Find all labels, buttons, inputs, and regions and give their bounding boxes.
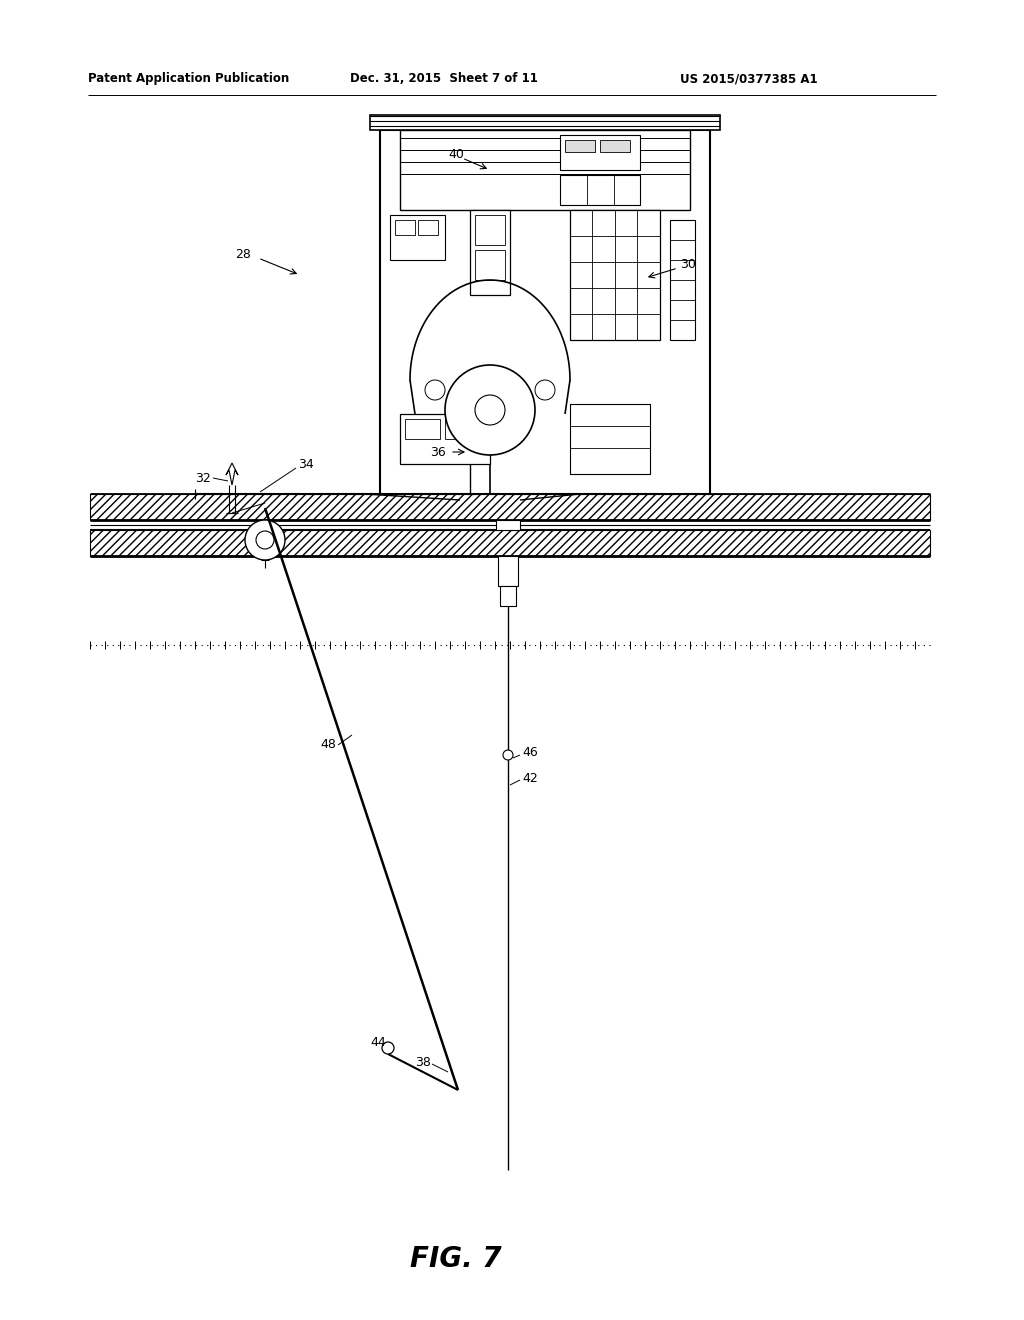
Bar: [390, 215, 445, 260]
Text: FIG. 7: FIG. 7: [410, 1245, 502, 1272]
Text: 32: 32: [195, 471, 211, 484]
Text: 34: 34: [298, 458, 313, 471]
Text: 36: 36: [430, 446, 445, 458]
Bar: [565, 140, 595, 152]
Text: 30: 30: [680, 259, 696, 272]
Bar: [670, 220, 695, 341]
Circle shape: [256, 531, 274, 549]
Bar: [90, 494, 930, 520]
Circle shape: [503, 750, 513, 760]
Bar: [395, 220, 415, 235]
Bar: [570, 210, 660, 341]
Bar: [418, 220, 438, 235]
Bar: [570, 404, 650, 474]
Bar: [370, 115, 720, 129]
Circle shape: [445, 366, 535, 455]
Bar: [470, 210, 510, 294]
Bar: [475, 249, 505, 280]
Circle shape: [382, 1041, 394, 1053]
Text: 48: 48: [319, 738, 336, 751]
Text: 28: 28: [234, 248, 251, 261]
Circle shape: [245, 520, 285, 560]
Bar: [600, 140, 630, 152]
Bar: [475, 215, 505, 246]
Bar: [400, 414, 490, 465]
Text: Patent Application Publication: Patent Application Publication: [88, 73, 289, 84]
Circle shape: [535, 380, 555, 400]
Text: 38: 38: [415, 1056, 431, 1068]
Text: US 2015/0377385 A1: US 2015/0377385 A1: [680, 73, 817, 84]
Bar: [500, 586, 516, 606]
Bar: [498, 556, 518, 586]
Text: 46: 46: [522, 746, 538, 759]
Bar: [560, 176, 640, 205]
Circle shape: [475, 395, 505, 425]
Circle shape: [425, 380, 445, 400]
Bar: [496, 520, 520, 531]
Text: 44: 44: [370, 1035, 386, 1048]
Bar: [560, 135, 640, 170]
Bar: [406, 418, 440, 440]
Bar: [90, 531, 930, 556]
Bar: [400, 129, 690, 210]
Text: Dec. 31, 2015  Sheet 7 of 11: Dec. 31, 2015 Sheet 7 of 11: [350, 73, 538, 84]
Bar: [445, 418, 480, 440]
Text: 42: 42: [522, 771, 538, 784]
Text: 40: 40: [449, 149, 464, 161]
